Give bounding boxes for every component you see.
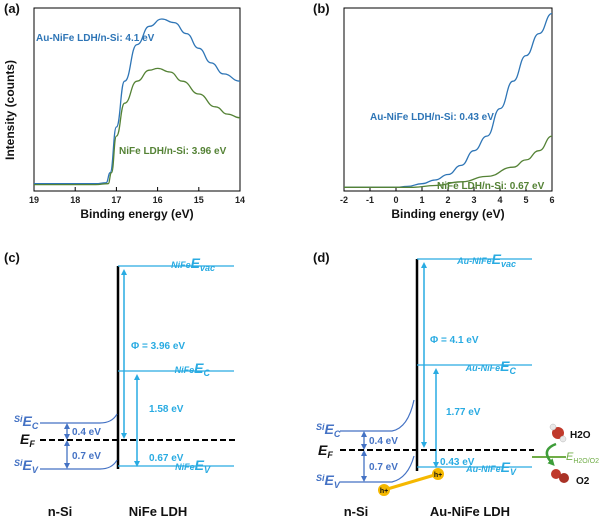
series-group-a [33, 18, 241, 186]
ec-label-d: Au-NiFeEC [465, 358, 517, 376]
panel-b: (b) -2 -1 0 1 2 3 4 5 6 Binding energy (eV) Au-N… [313, 1, 555, 221]
x-tick-label-b: -1 [366, 195, 374, 205]
x-tick-label-a: 18 [70, 195, 80, 205]
ev-label-d: Au-NiFeEV [465, 459, 517, 477]
fermi-label-c: EF [20, 431, 35, 449]
x-tick-label-b: 3 [471, 195, 476, 205]
si-ec-value-c: 0.4 eV [72, 427, 101, 438]
si-ev-band-d [340, 455, 415, 483]
x-tick-label-b: 0 [393, 195, 398, 205]
si-ev-value-c: 0.7 eV [72, 451, 101, 462]
hole-transfer-line-d [383, 472, 439, 492]
si-ec-label-d: SiEC [316, 421, 341, 439]
panel-label-a: (a) [4, 1, 20, 16]
x-tick-label-b: 6 [549, 195, 554, 205]
x-ticks-a: 19 18 17 16 15 14 [29, 187, 245, 205]
oxygen-label-d: O2 [576, 476, 590, 487]
redox-label-d: EH2O/O2 [566, 451, 599, 465]
panel-d: (d) Au-NiFeEvac Au-NiFeEC Au-NiFeEV Φ = … [313, 250, 599, 519]
ev-offset-value-c: 0.67 eV [149, 453, 184, 464]
panel-c: (c) NiFeEvac NiFeEC NiFeEV Φ = 3.96 eV 1… [4, 250, 236, 519]
si-ec-band-c [40, 413, 118, 424]
hole-icon-right: h+ [432, 468, 444, 480]
oxidation-arrow-d [545, 442, 557, 466]
svg-text:h+: h+ [380, 488, 388, 495]
si-ev-label-d: SiEV [316, 472, 341, 490]
x-axis-label-b: Binding energy (eV) [391, 207, 504, 221]
series-line-a-1 [33, 67, 241, 186]
x-ticks-b: -2 -1 0 1 2 3 4 5 6 [340, 187, 555, 205]
ev-label-c: NiFeEV [175, 457, 211, 475]
evac-label-c: NiFeEvac [171, 255, 215, 273]
svg-text:h+: h+ [434, 472, 442, 479]
x-tick-label-a: 14 [235, 195, 245, 205]
si-ev-band-c [40, 459, 118, 470]
si-ec-value-d: 0.4 eV [369, 436, 398, 447]
series-line-a-0 [34, 18, 241, 185]
phi-value-d: Φ = 4.1 eV [430, 335, 479, 346]
x-tick-label-b: 5 [523, 195, 528, 205]
plot-frame-a [33, 7, 241, 192]
material-label-c-left: n-Si [48, 504, 73, 519]
series-label-a-au: Au-NiFe LDH/n-Si: 4.1 eV [36, 33, 155, 44]
x-tick-label-b: -2 [340, 195, 348, 205]
oxygen-molecule-icon [551, 469, 569, 483]
x-tick-label-a: 15 [194, 195, 204, 205]
evac-label-d: Au-NiFeEvac [456, 251, 516, 269]
x-axis-label-a: Binding energy (eV) [80, 207, 193, 221]
material-label-d-right: Au-NiFe LDH [430, 504, 510, 519]
si-ev-value-d: 0.7 eV [369, 462, 398, 473]
x-tick-label-b: 1 [419, 195, 424, 205]
gap-value-d: 1.77 eV [446, 407, 481, 418]
series-group-b [344, 12, 553, 188]
phi-value-c: Φ = 3.96 eV [131, 341, 185, 352]
panel-label-c: (c) [4, 250, 20, 265]
x-tick-label-a: 17 [111, 195, 121, 205]
panel-label-d: (d) [313, 250, 330, 265]
ec-label-c: NiFeEC [175, 360, 211, 378]
water-label-d: H2O [570, 430, 591, 441]
water-molecule-icon [549, 423, 567, 443]
material-label-c-right: NiFe LDH [129, 504, 188, 519]
series-label-a-nife: NiFe LDH/n-Si: 3.96 eV [119, 146, 227, 157]
series-label-b-au: Au-NiFe LDH/n-Si: 0.43 eV [370, 112, 494, 123]
ev-offset-value-d: 0.43 eV [440, 457, 475, 468]
x-tick-label-a: 16 [153, 195, 163, 205]
panel-a: (a) Intensity (counts) 19 18 17 16 15 14 Bind… [3, 1, 245, 221]
si-ec-label-c: SiEC [14, 413, 39, 431]
plot-frame-b [343, 7, 553, 192]
series-line-b-0 [344, 12, 553, 188]
x-tick-label-b: 4 [497, 195, 502, 205]
si-ec-band-d [340, 399, 415, 432]
hole-icon-left: h+ [378, 484, 390, 496]
fermi-label-d: EF [318, 442, 333, 460]
y-axis-label-a: Intensity (counts) [3, 60, 17, 160]
panel-label-b: (b) [313, 1, 330, 16]
series-label-b-nife: NiFe LDH/n-Si: 0.67 eV [437, 181, 545, 192]
si-ev-label-c: SiEV [14, 457, 39, 475]
material-label-d-left: n-Si [344, 504, 369, 519]
x-tick-label-a: 19 [29, 195, 39, 205]
x-tick-label-b: 2 [445, 195, 450, 205]
gap-value-c: 1.58 eV [149, 404, 184, 415]
series-line-b-1 [344, 135, 553, 188]
